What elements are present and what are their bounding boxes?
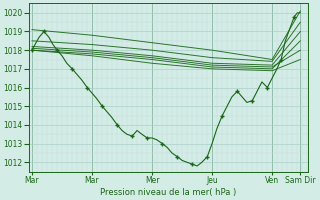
X-axis label: Pression niveau de la mer( hPa ): Pression niveau de la mer( hPa )	[100, 188, 237, 197]
